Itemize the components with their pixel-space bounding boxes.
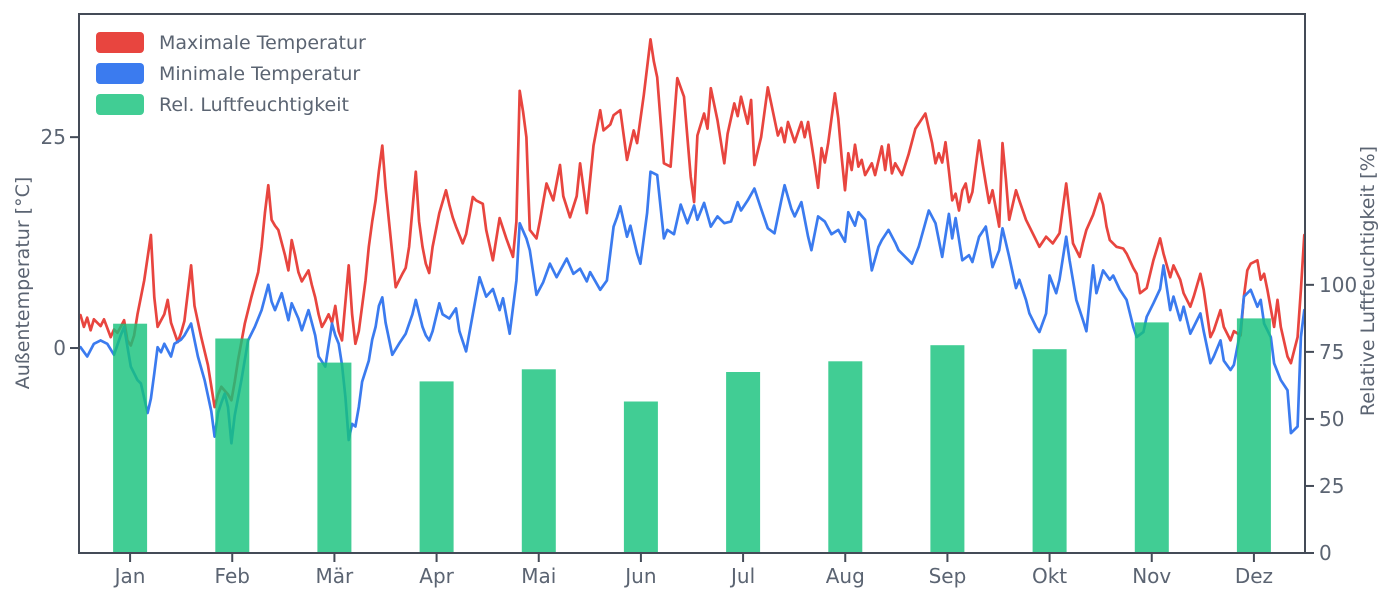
x-tick-label-apr: Apr — [419, 564, 454, 588]
humidity-bar-sep — [930, 345, 965, 553]
x-tick-label-jan: Jan — [113, 564, 146, 588]
humidity-bar-dez — [1236, 318, 1271, 553]
humidity-bar-okt — [1032, 349, 1067, 553]
x-tick-label-nov: Nov — [1132, 564, 1171, 588]
humidity-bar-jun — [623, 401, 658, 553]
x-tick-label-aug: Aug — [826, 564, 865, 588]
right-tick-label-25: 25 — [1319, 474, 1344, 498]
legend-label: Minimale Temperatur — [159, 62, 361, 85]
humidity-bar-mär — [317, 362, 352, 553]
x-tick-label-mai: Mai — [521, 564, 556, 588]
humidity-bar-mai — [521, 369, 556, 553]
humidity-bar-jul — [726, 372, 761, 553]
x-tick-label-dez: Dez — [1235, 564, 1273, 588]
humidity-bar-feb — [215, 338, 250, 553]
humidity-bar-jan — [113, 323, 148, 553]
x-tick-label-jul: Jul — [729, 564, 755, 588]
right-tick-label-75: 75 — [1319, 340, 1344, 364]
right-axis-label: Relative Luftfeuchtigkeit [%] — [1357, 146, 1379, 416]
humidity-bars-layer — [113, 318, 1271, 553]
x-tick-label-okt: Okt — [1032, 564, 1067, 588]
legend-label: Maximale Temperatur — [159, 31, 366, 54]
legend-item-max-temp: Maximale Temperatur — [96, 31, 366, 54]
legend-item-min-temp: Minimale Temperatur — [96, 62, 366, 85]
legend-item-humidity: Rel. Luftfeuchtigkeit — [96, 93, 366, 116]
right-tick-label-50: 50 — [1319, 407, 1344, 431]
legend-label: Rel. Luftfeuchtigkeit — [159, 93, 349, 116]
min-temp-line — [79, 170, 1306, 445]
x-tick-label-sep: Sep — [929, 564, 967, 588]
left-tick-label-0: 0 — [53, 336, 66, 360]
humidity-bar-nov — [1134, 322, 1169, 553]
legend: Maximale Temperatur Minimale Temperatur … — [96, 32, 366, 125]
lines-layer — [79, 37, 1306, 445]
min-temp-swatch-icon — [96, 63, 144, 84]
left-tick-label-25: 25 — [41, 125, 66, 149]
left-axis-label: Außentemperatur [°C] — [12, 177, 34, 390]
right-tick-label-100: 100 — [1319, 273, 1357, 297]
axes-frame-layer — [78, 13, 1306, 554]
humidity-swatch-icon — [96, 94, 144, 115]
plot-frame — [78, 13, 1306, 554]
x-tick-label-feb: Feb — [215, 564, 250, 588]
max-temp-line — [79, 37, 1306, 409]
x-tick-label-jun: Jun — [623, 564, 656, 588]
humidity-bar-apr — [419, 381, 454, 553]
right-tick-label-0: 0 — [1319, 541, 1332, 565]
humidity-bar-aug — [828, 361, 863, 553]
x-tick-label-mär: Mär — [316, 564, 355, 588]
axis-ticks-layer: Jan Feb Mär Apr Mai Jun Jul Aug Sep Okt Nov Dez 0 25 0… — [41, 125, 1358, 588]
max-temp-swatch-icon — [96, 32, 144, 53]
